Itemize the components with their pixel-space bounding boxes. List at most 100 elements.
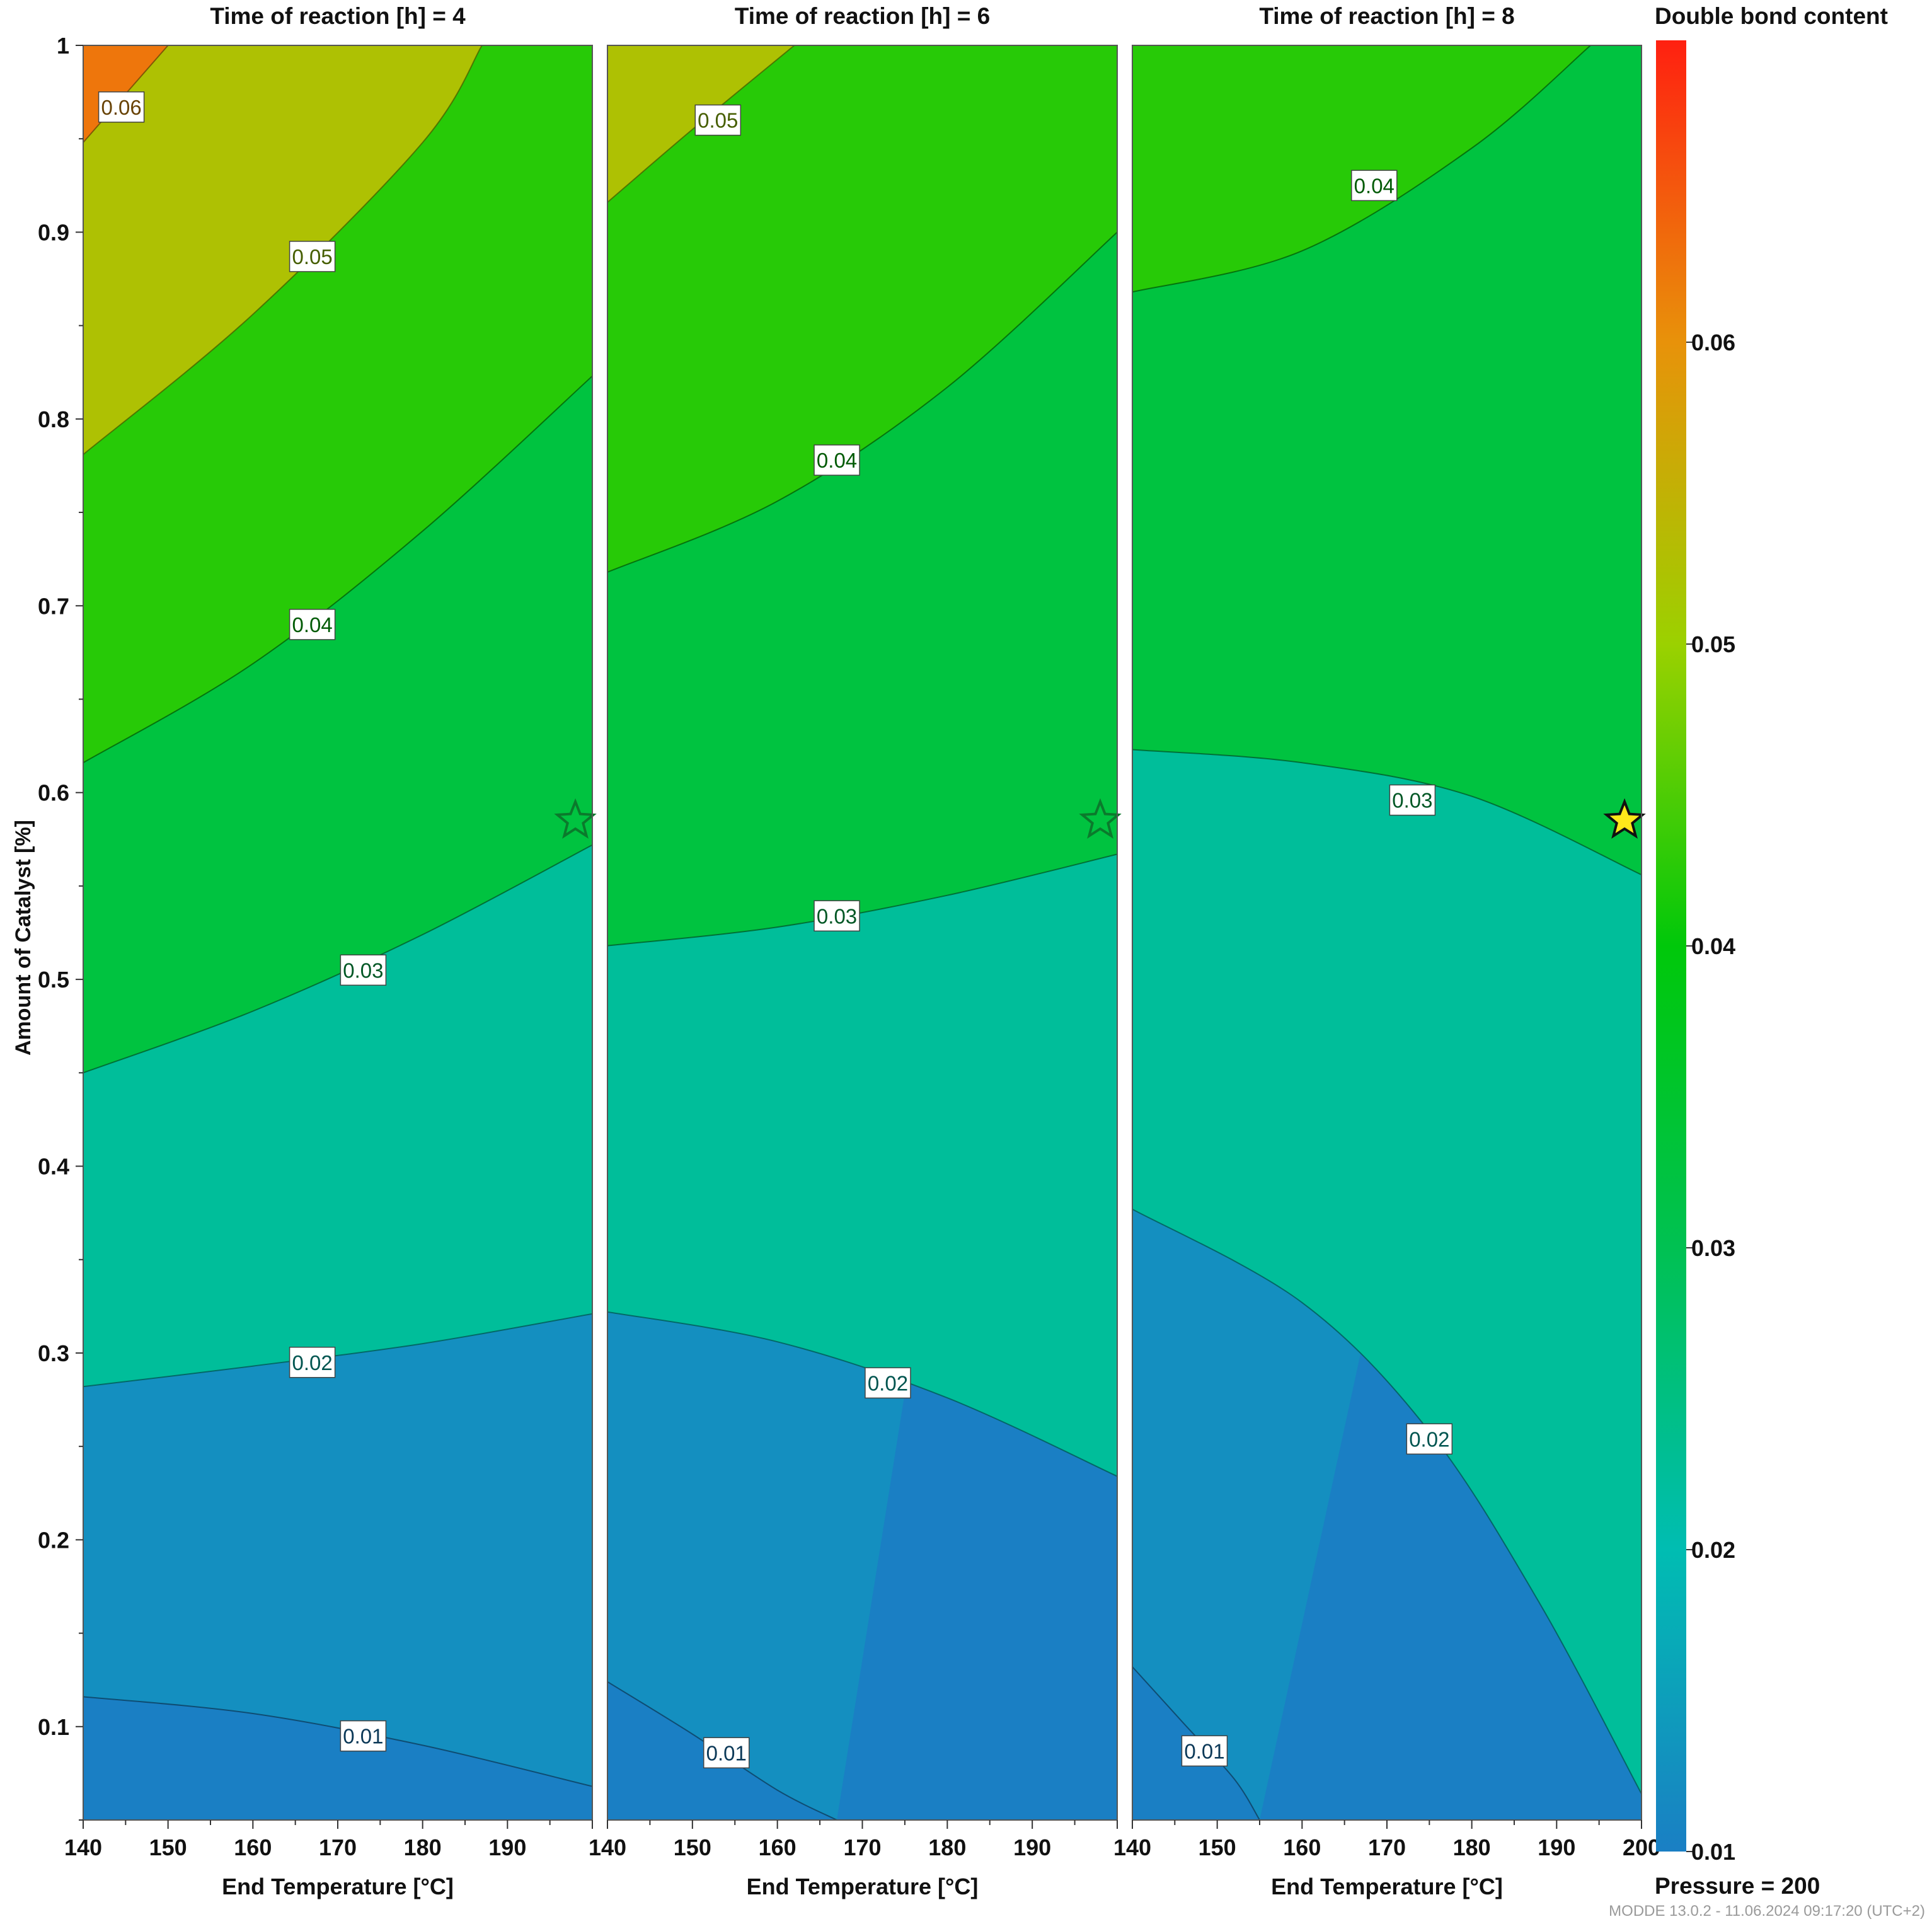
region-fill (83, 45, 168, 143)
region-fill (607, 45, 1117, 572)
colorbar: Double bond content 0.01 0.02 0.03 0.04 0.05… (1655, 3, 1888, 1865)
colorbar-tick-label: 0.02 (1691, 1537, 1735, 1563)
contour-label: 0.05 (292, 245, 332, 268)
plot-area: 0.06 0.05 0.04 0.03 0.02 0.01 (83, 45, 592, 1820)
colorbar-title: Double bond content (1655, 3, 1888, 29)
y-tick-label: 0.1 (38, 1714, 69, 1740)
contour-line-0.02 (83, 1313, 592, 1388)
panel-1: 0.06 0.05 0.04 0.03 0.02 0.01 140 150 160 170 180 1… (64, 3, 597, 1899)
panel-title: Time of reaction [h] = 4 (210, 3, 466, 29)
panels-layer: 0.06 0.05 0.04 0.03 0.02 0.01 140 150 160 170 180 1… (64, 3, 1660, 1899)
y-tick-label: 1 (57, 33, 69, 59)
colorbar-gradient (1656, 40, 1686, 1852)
contour-label-box (865, 1367, 911, 1399)
y-tick-label: 0.8 (38, 406, 69, 432)
contour-label-box (98, 91, 145, 123)
x-tick-label: 160 (759, 1835, 796, 1860)
x-axis-label: End Temperature [°C] (1271, 1874, 1503, 1899)
contour-line-0.04 (83, 375, 592, 764)
panel-title: Time of reaction [h] = 6 (735, 3, 990, 29)
x-tick-label: 140 (64, 1835, 102, 1860)
contour-label: 0.01 (706, 1741, 747, 1765)
contour-label: 0.04 (1354, 174, 1394, 197)
x-tick-label: 150 (149, 1835, 187, 1860)
contour-line-0.03 (1132, 749, 1642, 876)
x-tick-label: 190 (488, 1835, 526, 1860)
contour-label: 0.04 (817, 449, 857, 472)
x-tick-label: 180 (404, 1835, 442, 1860)
contour-label-box (814, 444, 860, 476)
contour-label-box (340, 954, 387, 986)
colorbar-tick-label: 0.06 (1691, 330, 1735, 355)
contour-line-0.05 (607, 45, 795, 203)
y-tick-label: 0.7 (38, 593, 69, 619)
contour-label: 0.06 (101, 96, 141, 119)
region-fill (607, 45, 795, 202)
contour-label: 0.03 (1392, 789, 1432, 812)
x-tick-label: 180 (1453, 1835, 1491, 1860)
contour-label: 0.01 (1184, 1739, 1224, 1763)
colorbar-tick-label: 0.01 (1691, 1839, 1735, 1865)
x-tick-label: 170 (1368, 1835, 1406, 1860)
contour-line-0.03 (607, 853, 1117, 947)
panel-3: 0.04 0.03 0.02 0.01 140 150 160 170 180 190 200 Tim… (1113, 3, 1660, 1899)
x-tick-label: 170 (843, 1835, 881, 1860)
x-tick-label: 190 (1538, 1835, 1575, 1860)
y-tick-label: 0.5 (38, 967, 69, 993)
contour-label-box (289, 241, 336, 272)
y-axis: Amount of Catalyst [%] 0.1 0.2 0.3 0.4 0.5 0.… (11, 33, 83, 1821)
contour-label: 0.05 (698, 109, 738, 132)
x-tick-label: 160 (1283, 1835, 1321, 1860)
y-tick-label: 0.4 (38, 1154, 69, 1180)
panel-title: Time of reaction [h] = 8 (1259, 3, 1514, 29)
plot-area: 0.05 0.04 0.03 0.02 0.01 (607, 45, 1117, 1820)
contour-line-0.04 (1132, 45, 1591, 293)
y-tick-label: 0.3 (38, 1340, 69, 1366)
contour-label-box (694, 104, 742, 136)
x-tick-label: 150 (674, 1835, 711, 1860)
region-fill (607, 1681, 837, 1820)
software-watermark: MODDE 13.0.2 - 11.06.2024 09:17:20 (UTC+… (1609, 1903, 1925, 1920)
y-axis-label: Amount of Catalyst [%] (11, 820, 35, 1056)
optimum-star-icon (554, 798, 597, 839)
contour-label-box (1389, 784, 1436, 816)
region-fill (83, 45, 482, 455)
contour-label-box (1406, 1423, 1453, 1455)
contour-label-box (289, 609, 336, 640)
contour-label-box (1181, 1735, 1228, 1767)
contour-label: 0.02 (1409, 1427, 1449, 1451)
x-axis-label: End Temperature [°C] (747, 1874, 979, 1899)
y-tick-label: 0.9 (38, 219, 69, 245)
x-tick-label: 180 (928, 1835, 966, 1860)
contour-label-box (340, 1720, 387, 1752)
contour-label-box (289, 1347, 336, 1378)
colorbar-tick-label: 0.05 (1691, 631, 1735, 657)
x-tick-label: 140 (589, 1835, 626, 1860)
contour-line-0.01 (83, 1696, 592, 1787)
contour-label-box (814, 900, 860, 932)
contour-label: 0.03 (343, 959, 383, 982)
x-tick-label: 200 (1623, 1835, 1660, 1860)
region-fill (1132, 45, 1591, 292)
colorbar-tick-label: 0.03 (1691, 1235, 1735, 1261)
y-tick-label: 0.2 (38, 1527, 69, 1553)
x-tick-label: 140 (1113, 1835, 1151, 1860)
contour-label: 0.01 (343, 1725, 383, 1748)
x-axis-label: End Temperature [°C] (222, 1874, 454, 1899)
contour-label: 0.02 (868, 1371, 908, 1395)
contour-label-box (1351, 170, 1398, 202)
x-tick-label: 160 (234, 1835, 272, 1860)
contour-label: 0.02 (292, 1351, 332, 1374)
x-tick-label: 190 (1013, 1835, 1051, 1860)
x-tick-label: 150 (1199, 1835, 1236, 1860)
plot-area: 0.04 0.03 0.02 0.01 (1132, 45, 1642, 1820)
panel-2: 0.05 0.04 0.03 0.02 0.01 140 150 160 170 180 190 Ti… (589, 3, 1122, 1899)
colorbar-tick-label: 0.04 (1691, 933, 1735, 959)
optimum-star-icon (1079, 798, 1122, 839)
y-tick-label: 0.6 (38, 780, 69, 806)
x-tick-label: 170 (319, 1835, 357, 1860)
contour-label: 0.04 (292, 613, 332, 637)
contour-label: 0.03 (817, 904, 857, 928)
contour-label-box (703, 1737, 750, 1769)
